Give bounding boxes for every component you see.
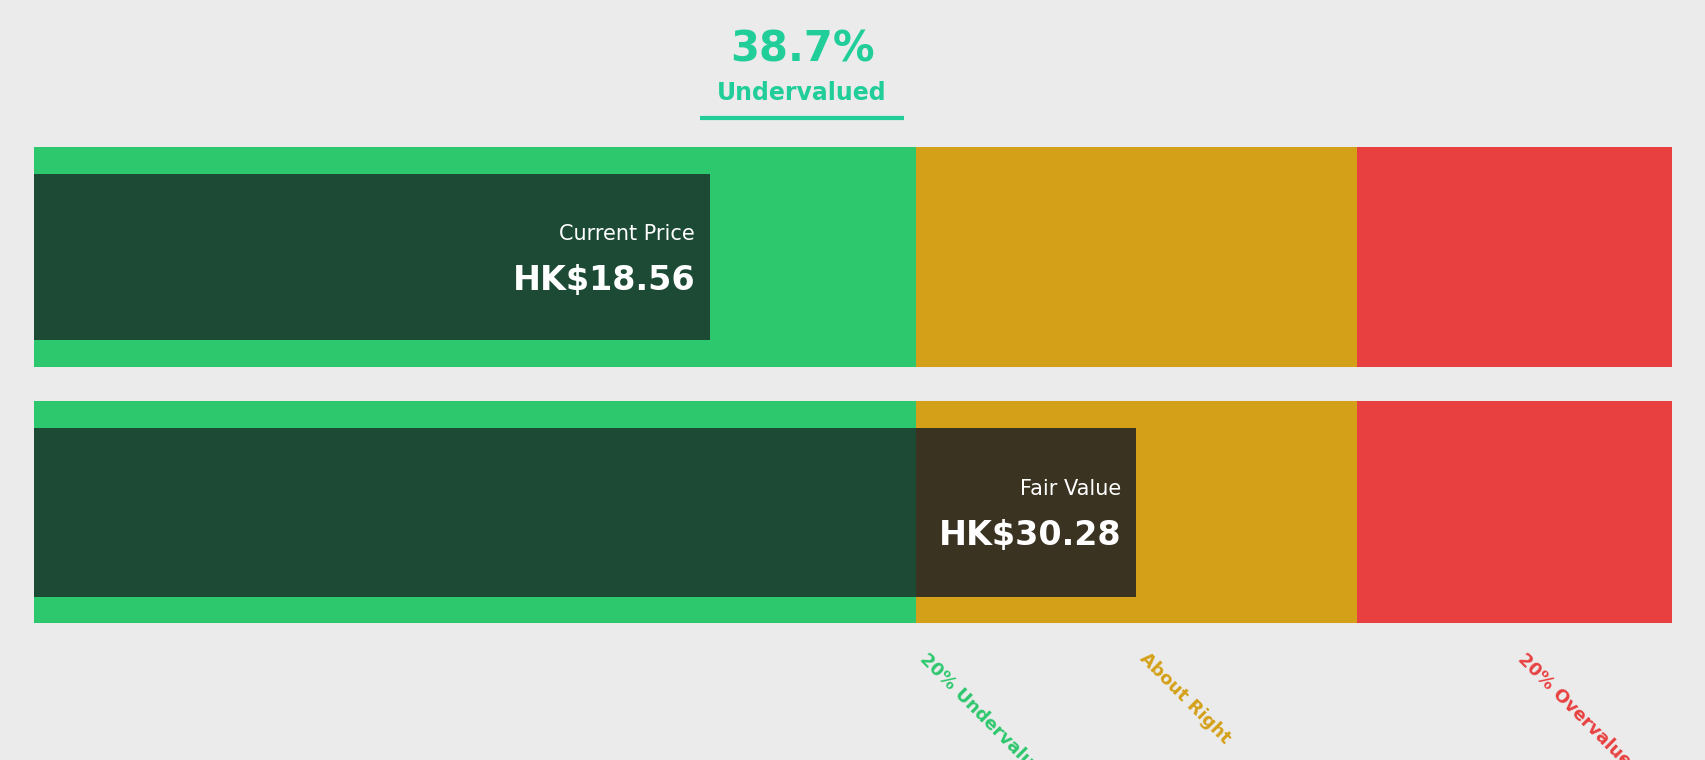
Text: Current Price: Current Price: [559, 223, 694, 244]
Bar: [34, 428, 1136, 597]
Text: HK$30.28: HK$30.28: [938, 519, 1120, 553]
Bar: [34, 174, 709, 340]
Bar: [1355, 147, 1671, 367]
Text: 20% Undervalued: 20% Undervalued: [916, 650, 1054, 760]
Text: About Right: About Right: [1136, 650, 1233, 748]
Text: Fair Value: Fair Value: [1020, 479, 1120, 499]
Text: 38.7%: 38.7%: [730, 29, 875, 71]
Text: 20% Overvalued: 20% Overvalued: [1514, 650, 1642, 760]
Bar: [34, 147, 916, 367]
Bar: [1355, 401, 1671, 623]
Text: Undervalued: Undervalued: [716, 81, 887, 105]
Bar: [916, 401, 1355, 623]
Text: HK$18.56: HK$18.56: [512, 264, 694, 297]
Bar: [916, 428, 1136, 597]
Bar: [916, 147, 1355, 367]
Bar: [34, 401, 916, 623]
